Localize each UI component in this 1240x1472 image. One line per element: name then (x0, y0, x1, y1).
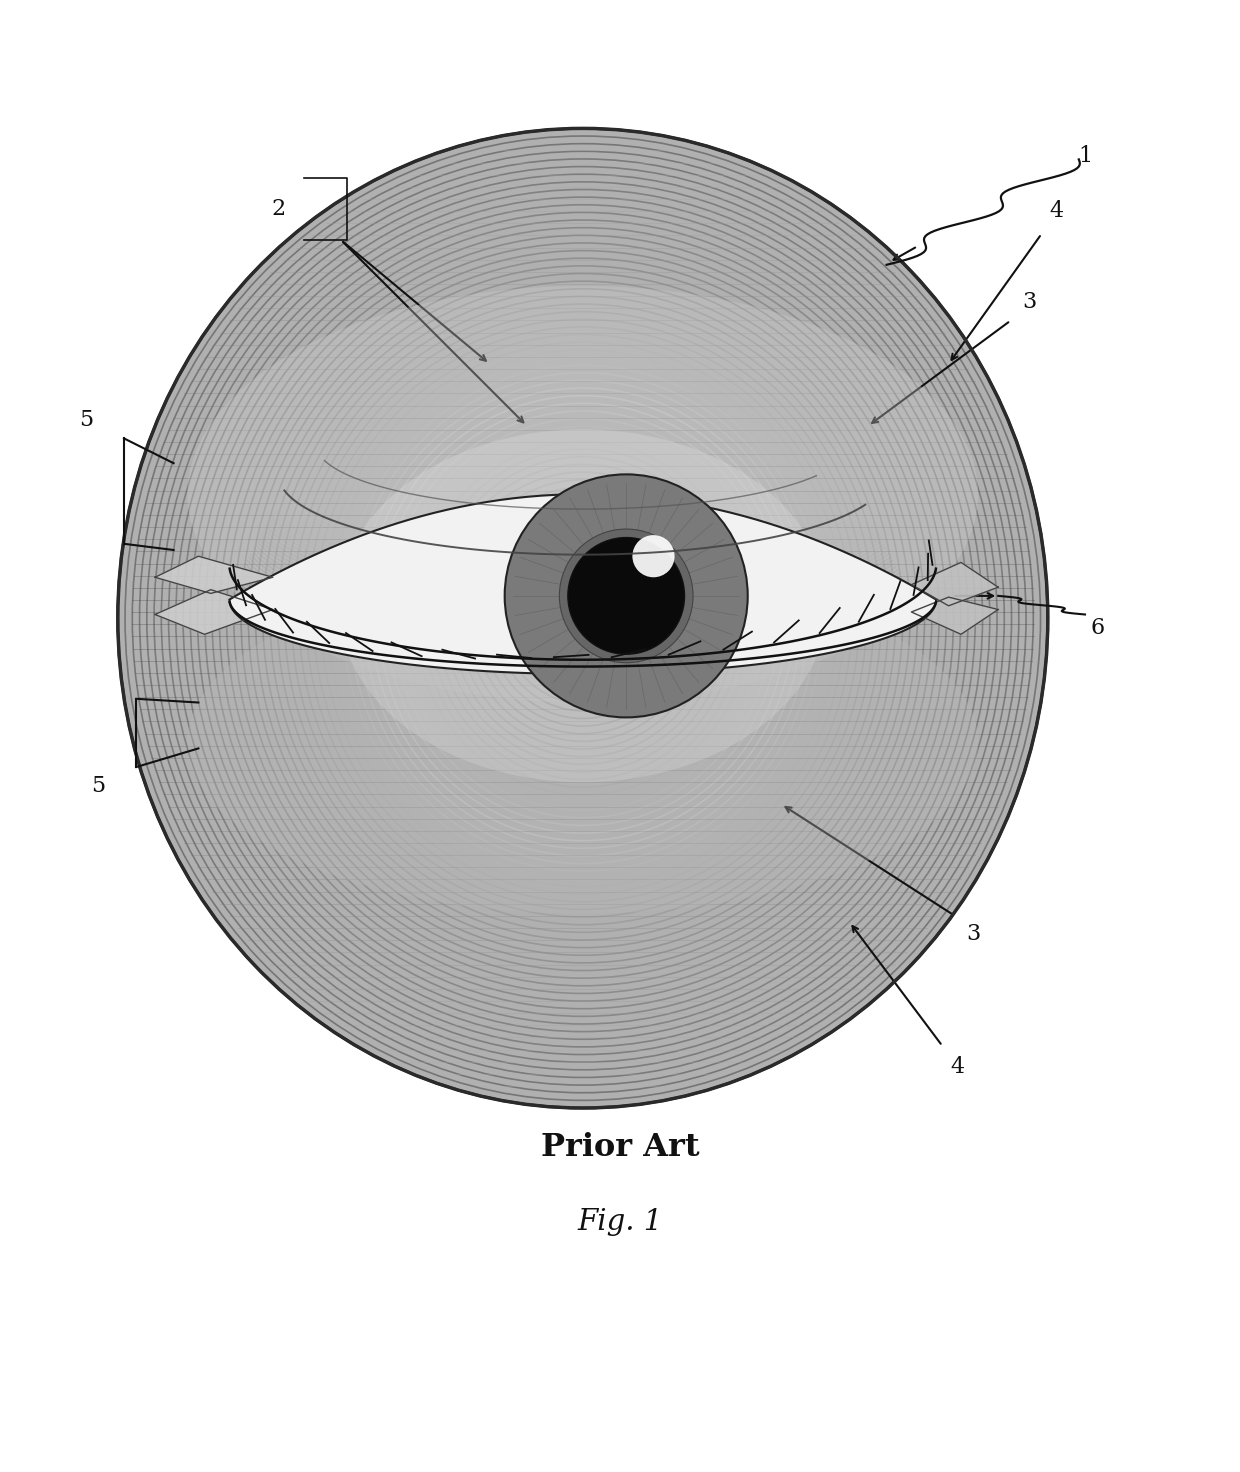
Ellipse shape (187, 286, 978, 702)
Circle shape (559, 528, 693, 662)
Circle shape (505, 474, 748, 717)
Ellipse shape (187, 571, 978, 914)
Text: Prior Art: Prior Art (541, 1132, 699, 1163)
Polygon shape (155, 590, 273, 634)
Text: 4: 4 (950, 1055, 965, 1078)
Text: Fig. 1: Fig. 1 (578, 1209, 662, 1236)
Text: 4: 4 (1049, 200, 1064, 222)
Text: 5: 5 (92, 774, 105, 796)
Text: 5: 5 (79, 409, 93, 431)
Circle shape (632, 536, 675, 577)
Text: 2: 2 (272, 199, 285, 219)
Text: 3: 3 (1022, 291, 1037, 314)
Text: 3: 3 (966, 923, 981, 945)
Polygon shape (911, 562, 998, 606)
Ellipse shape (118, 128, 1048, 1108)
Text: 1: 1 (1078, 144, 1092, 166)
Circle shape (568, 537, 684, 654)
Polygon shape (229, 495, 936, 674)
Polygon shape (911, 598, 998, 634)
Polygon shape (155, 556, 273, 593)
Text: 6: 6 (1090, 617, 1105, 639)
Ellipse shape (339, 430, 827, 782)
